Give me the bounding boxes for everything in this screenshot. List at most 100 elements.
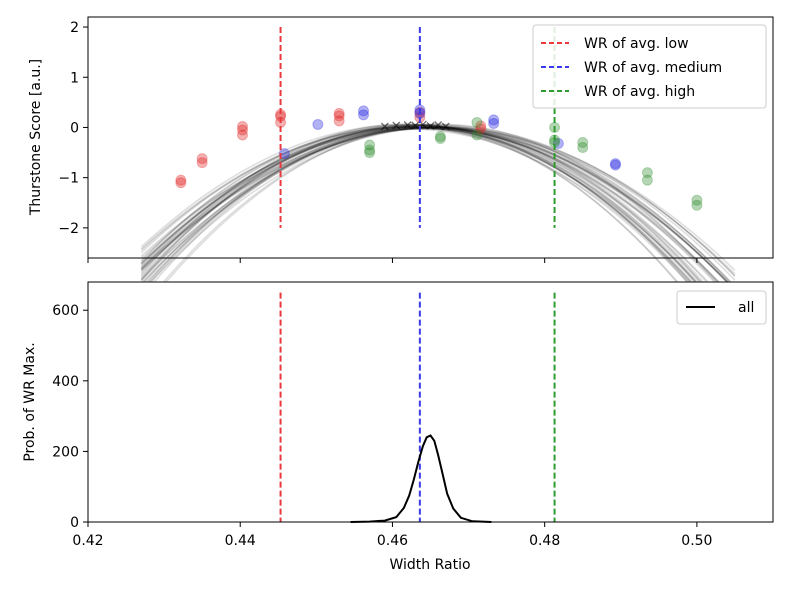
- fit-curve: [140, 126, 736, 329]
- point-low: [175, 177, 187, 189]
- fit-curve: [140, 124, 736, 322]
- x-tick-label: 0.48: [529, 533, 560, 549]
- y-tick-label: −2: [58, 221, 79, 237]
- vertical-lines: [279, 27, 556, 228]
- y-tick-label: 200: [52, 444, 79, 460]
- point-low: [175, 174, 187, 186]
- fit-curve: [140, 126, 736, 325]
- y-tick-label: 600: [52, 303, 79, 319]
- point-high: [691, 199, 703, 211]
- vertex-marker: [426, 121, 435, 130]
- point-high: [641, 167, 653, 179]
- point-medium: [312, 118, 324, 130]
- vertex-marker: [441, 122, 450, 131]
- bottom-y-axis-label: Prob. of WR Max.: [22, 342, 38, 461]
- fit-curve: [140, 125, 736, 291]
- fit-curve: [140, 126, 736, 323]
- x-tick-label: 0.44: [225, 533, 256, 549]
- fit-curve: [140, 123, 736, 358]
- fit-curve: [140, 126, 736, 335]
- x-tick-label: 0.46: [377, 533, 408, 549]
- fit-curve: [140, 124, 736, 341]
- bottom-legend-box: [676, 290, 767, 325]
- point-medium: [358, 105, 370, 117]
- bottom-legend: all: [676, 290, 767, 325]
- point-medium: [488, 117, 500, 129]
- fit-curve: [140, 126, 736, 340]
- point-low: [475, 123, 487, 135]
- point-high: [577, 142, 589, 154]
- point-low: [196, 157, 208, 169]
- top-legend-box: [532, 24, 767, 109]
- vertex-markers: [380, 120, 450, 131]
- series-all-line: [350, 434, 492, 523]
- fit-curves: [140, 123, 736, 358]
- x-axis-label: Width Ratio: [389, 557, 470, 573]
- fit-curve: [140, 125, 736, 281]
- bottom-panel: 0 200 400 600 0.42 0.44 0.46 0.48 0.50 Width Ra…: [22, 281, 774, 573]
- legend-high-label: WR of avg. high: [584, 84, 695, 100]
- fit-curve: [140, 127, 736, 330]
- fit-curve: [140, 127, 736, 343]
- fit-curve: [140, 125, 736, 290]
- top-x-ticks: [87, 258, 698, 263]
- fit-curve: [140, 124, 736, 302]
- point-high: [691, 194, 703, 206]
- point-medium: [488, 114, 500, 126]
- top-y-ticks: 2 1 0 −1 −2: [58, 20, 88, 237]
- top-axes-frame: [87, 16, 774, 259]
- fit-curve: [140, 126, 736, 325]
- point-high: [364, 144, 376, 156]
- point-medium: [278, 148, 290, 160]
- x-tick-label: 0.50: [681, 533, 712, 549]
- x-tick-label: 0.42: [72, 533, 103, 549]
- fit-curve: [140, 126, 736, 294]
- fit-curve: [140, 127, 736, 306]
- fit-curve: [140, 127, 736, 292]
- fit-curve: [140, 126, 736, 332]
- point-low: [333, 115, 345, 127]
- fit-curve: [140, 126, 736, 321]
- vertex-marker: [434, 120, 443, 129]
- point-high: [434, 130, 446, 142]
- point-low: [333, 107, 345, 119]
- point-low: [333, 110, 345, 122]
- point-low: [237, 129, 249, 141]
- point-low: [475, 120, 487, 132]
- y-tick-label: 0: [70, 515, 79, 531]
- fit-curve: [140, 126, 736, 287]
- fit-curve: [140, 123, 736, 334]
- vertex-marker: [411, 121, 420, 130]
- point-high: [364, 147, 376, 159]
- top-legend: WR of avg. low WR of avg. medium WR of a…: [532, 24, 767, 109]
- fit-curve: [140, 126, 736, 300]
- y-tick-label: −1: [58, 171, 79, 187]
- point-high: [434, 133, 446, 145]
- fit-curve: [140, 125, 736, 284]
- point-high: [471, 116, 483, 128]
- y-tick-label: 0: [70, 120, 79, 136]
- point-medium: [609, 159, 621, 171]
- point-medium: [609, 158, 621, 170]
- bottom-x-ticks: 0.42 0.44 0.46 0.48 0.50: [72, 522, 712, 549]
- point-high: [471, 129, 483, 141]
- fit-curve: [140, 127, 736, 290]
- vertex-marker: [403, 120, 412, 129]
- scatter-points: [175, 104, 703, 211]
- fit-curve: [140, 126, 736, 271]
- bottom-y-ticks: 0 200 400 600: [52, 303, 88, 531]
- point-low: [237, 124, 249, 136]
- vertex-marker: [392, 121, 401, 130]
- fit-curve: [140, 127, 736, 275]
- vertical-lines: [279, 292, 556, 522]
- legend-medium-label: WR of avg. medium: [584, 60, 722, 76]
- y-tick-label: 2: [70, 20, 79, 36]
- fit-curve: [140, 124, 736, 338]
- legend-all-label: all: [738, 300, 754, 316]
- fit-curve: [140, 126, 736, 330]
- fit-curve: [140, 126, 736, 292]
- bottom-axes-frame: [87, 281, 774, 523]
- fit-curve: [140, 125, 736, 356]
- fit-curve: [140, 124, 736, 300]
